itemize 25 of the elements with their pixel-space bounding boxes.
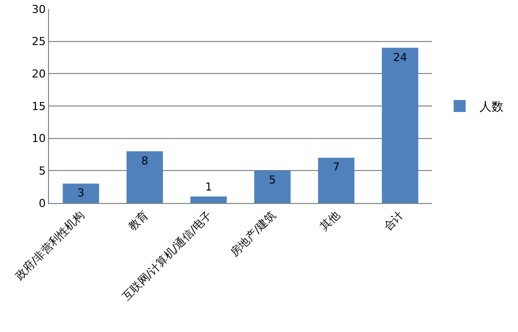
bar: [126, 151, 163, 203]
y-tick-label: 15: [32, 100, 46, 113]
legend-label: 人数: [480, 100, 504, 114]
y-tick-label: 0: [38, 196, 46, 210]
bar: [190, 196, 227, 203]
x-tick-label: 教育: [126, 208, 151, 234]
y-tick-label: 30: [32, 2, 46, 16]
x-tick-label: 其他: [318, 208, 342, 234]
bar: [382, 48, 418, 203]
bar: [318, 158, 354, 203]
data-label: 7: [332, 160, 340, 174]
bar: [62, 184, 100, 203]
data-label: 5: [268, 174, 276, 187]
data-label: 1: [205, 180, 212, 194]
bar: [254, 170, 291, 203]
y-tick-label: 25: [32, 35, 46, 48]
data-label: 8: [141, 154, 148, 168]
x-tick-label: 合计: [381, 208, 406, 234]
data-label: 3: [77, 186, 84, 200]
y-tick-label: 10: [32, 132, 46, 146]
x-tick-label: 房地产/建筑: [228, 208, 278, 260]
data-label: 24: [393, 50, 408, 64]
y-tick-label: 5: [38, 164, 46, 178]
y-tick-label: 20: [32, 68, 46, 81]
x-tick-label: 政府/非营利性机构: [12, 208, 87, 283]
